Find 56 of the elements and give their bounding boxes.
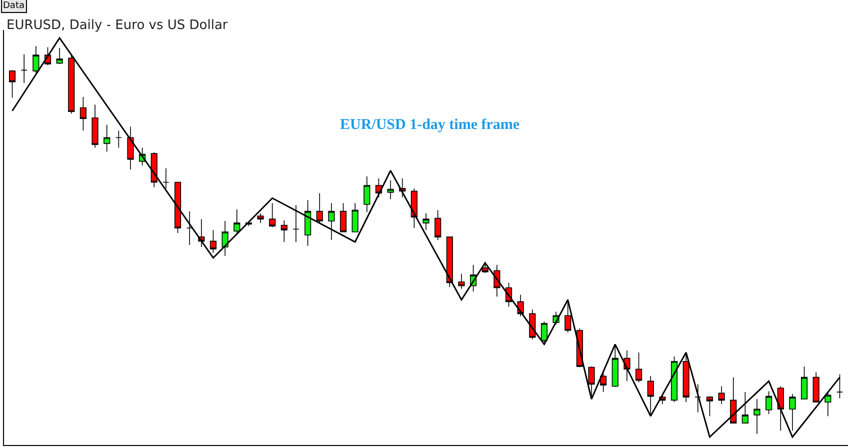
candlestick [340,202,347,232]
candlestick [80,96,86,132]
candlestick [352,202,358,232]
candlestick [210,230,217,254]
candlestick [742,392,748,424]
text: Data [3,1,24,11]
candlestick [635,352,642,383]
candlestick [706,396,713,416]
candlestick [127,126,134,170]
candlestick [777,386,784,432]
annotation: EUR/USD 1-day time frame [340,117,520,133]
candlestick [670,356,678,403]
candlestick [222,220,228,256]
candlestick [280,220,288,242]
candlestick [32,46,40,74]
candlestick [328,202,335,240]
candlestick [20,54,28,84]
candlestick [647,376,654,416]
candlestick [612,344,618,388]
candlestick [162,168,170,189]
candlestick [789,394,796,432]
candlestick [56,48,63,64]
candlestick [718,386,725,404]
candlestick [446,236,453,288]
candlestick [482,261,488,274]
candlestick [115,130,122,148]
candlestick [150,152,158,188]
candlestick [434,210,442,240]
candlestick [588,366,595,400]
candlestick [316,192,323,224]
candlestick [8,70,16,98]
candlestick [540,321,548,343]
candlestick [458,273,465,290]
candlestick [694,384,702,413]
candlestick [600,372,607,392]
candlestick [812,372,820,403]
candlestick [92,104,98,148]
candlestick [304,200,312,246]
candlestick [730,376,737,424]
candlestick [387,180,394,200]
candlestick [292,204,300,242]
candlestick [174,182,182,234]
candlestick [104,124,110,152]
candlestick [186,210,193,246]
candlestick [269,202,276,228]
candlestick [682,352,690,403]
candlestick [754,398,760,434]
candlestick [68,54,75,114]
candlestick [422,212,430,230]
candlestick [766,390,772,415]
candlestick [234,208,240,234]
candlestick [364,176,370,212]
candlestick [257,212,264,224]
chart-title: EURUSD, Daily - Euro vs US Dollar [6,18,228,34]
candlestick [800,366,808,400]
candlestick [824,392,832,416]
